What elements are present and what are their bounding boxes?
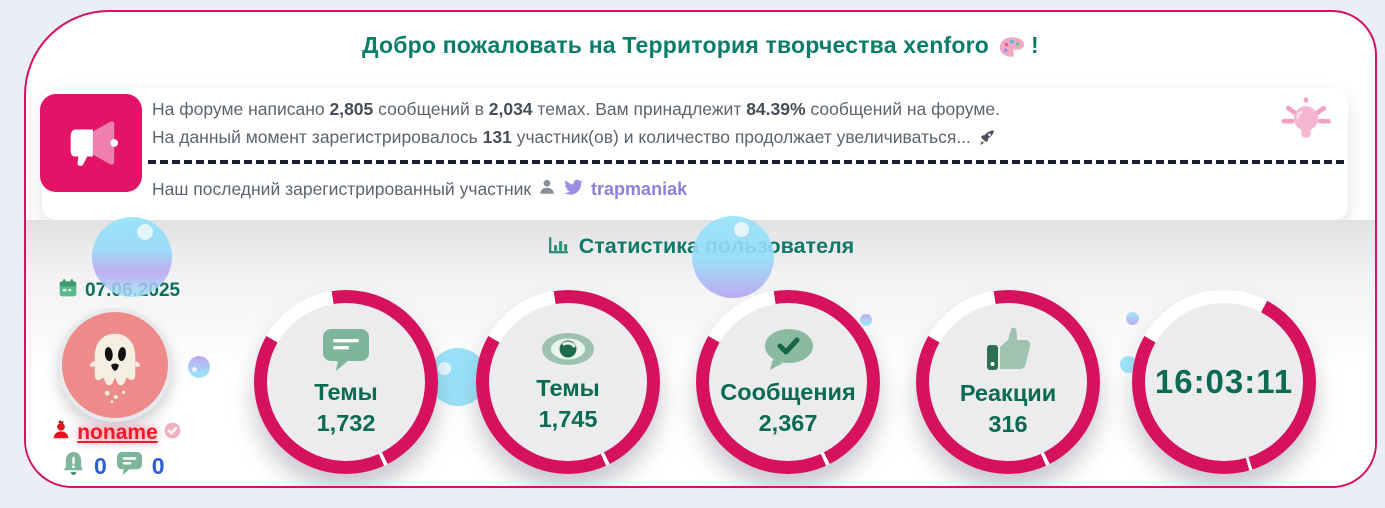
username-row: noname — [26, 419, 206, 446]
stat-label: Темы — [314, 379, 378, 406]
calendar-icon — [58, 278, 78, 304]
stat-ring-topics-viewed: Темы 1,745 — [476, 290, 660, 474]
welcome-widget: Добро пожаловать на Территория творчеств… — [24, 10, 1377, 488]
user-counters-row: 0 0 — [62, 450, 165, 482]
page-title-suffix: ! — [1031, 32, 1039, 58]
stat-ring-inner: 16:03:11 — [1145, 303, 1303, 461]
stat-ring-inner: Реакции 316 — [929, 303, 1087, 461]
stat-value: 1,745 — [538, 405, 598, 432]
stats-heading-text: Статистика пользователя — [578, 234, 855, 258]
chat-icon — [116, 451, 143, 481]
eye-icon — [540, 330, 596, 373]
page-title-text: Добро пожаловать на Территория творчеств… — [362, 32, 990, 58]
stats-heading: Статистика пользователя — [26, 234, 1375, 259]
stat-label: Реакции — [959, 380, 1057, 407]
stat-ring-topics-created: Темы 1,732 — [254, 290, 438, 474]
forum-stats-line-2-text: На данный момент зарегистрировалось 131 … — [152, 127, 976, 147]
last-member-label: Наш последний зарегистрированный участни… — [152, 179, 532, 199]
stat-label: Темы — [536, 375, 600, 402]
last-member-link[interactable]: trapmaniak — [591, 179, 688, 199]
last-member-line: Наш последний зарегистрированный участни… — [152, 178, 687, 201]
stat-ring-messages: Сообщения 2,367 — [696, 290, 880, 474]
megaphone-icon — [40, 94, 142, 192]
ghost-avatar-image — [89, 333, 141, 404]
verified-badge-icon — [163, 421, 182, 445]
avatar[interactable] — [58, 308, 172, 422]
lightbulb-icon — [1276, 96, 1336, 157]
thumbs-up-icon — [983, 325, 1033, 378]
stat-ring-clock: 16:03:11 — [1132, 290, 1316, 474]
user-badge-icon — [50, 419, 72, 446]
stat-label: Сообщения — [720, 379, 856, 406]
stat-ring-reactions: Реакции 316 — [916, 290, 1100, 474]
page-title: Добро пожаловать на Территория творчеств… — [26, 32, 1375, 64]
forum-notice-panel: На форуме написано 2,805 сообщений в 2,0… — [40, 88, 1348, 220]
username-link[interactable]: noname — [77, 420, 158, 444]
user-silhouette-icon — [538, 178, 556, 201]
palette-icon — [999, 37, 1025, 63]
stat-value: 316 — [988, 410, 1028, 437]
clock-time: 16:03:11 — [1154, 363, 1294, 400]
comment-icon — [320, 326, 372, 377]
alerts-count: 0 — [94, 452, 107, 479]
rocket-icon — [978, 127, 997, 147]
bar-chart-icon — [548, 237, 568, 254]
dashed-divider — [148, 160, 1344, 164]
date-row: 07.06.2025 — [58, 278, 180, 304]
stat-ring-inner: Сообщения 2,367 — [709, 303, 867, 461]
stat-value: 2,367 — [758, 409, 818, 436]
forum-stats-line-2: На данный момент зарегистрировалось 131 … — [152, 127, 997, 148]
date-text: 07.06.2025 — [85, 280, 181, 301]
check-bubble-icon — [761, 326, 815, 377]
messages-count: 0 — [151, 452, 165, 479]
bird-icon — [563, 178, 584, 201]
bell-alert-icon — [62, 450, 85, 482]
stat-ring-inner: Темы 1,745 — [489, 303, 647, 461]
stat-value: 1,732 — [316, 409, 376, 436]
stat-ring-inner: Темы 1,732 — [267, 303, 425, 461]
forum-stats-line-1: На форуме написано 2,805 сообщений в 2,0… — [152, 99, 1000, 119]
